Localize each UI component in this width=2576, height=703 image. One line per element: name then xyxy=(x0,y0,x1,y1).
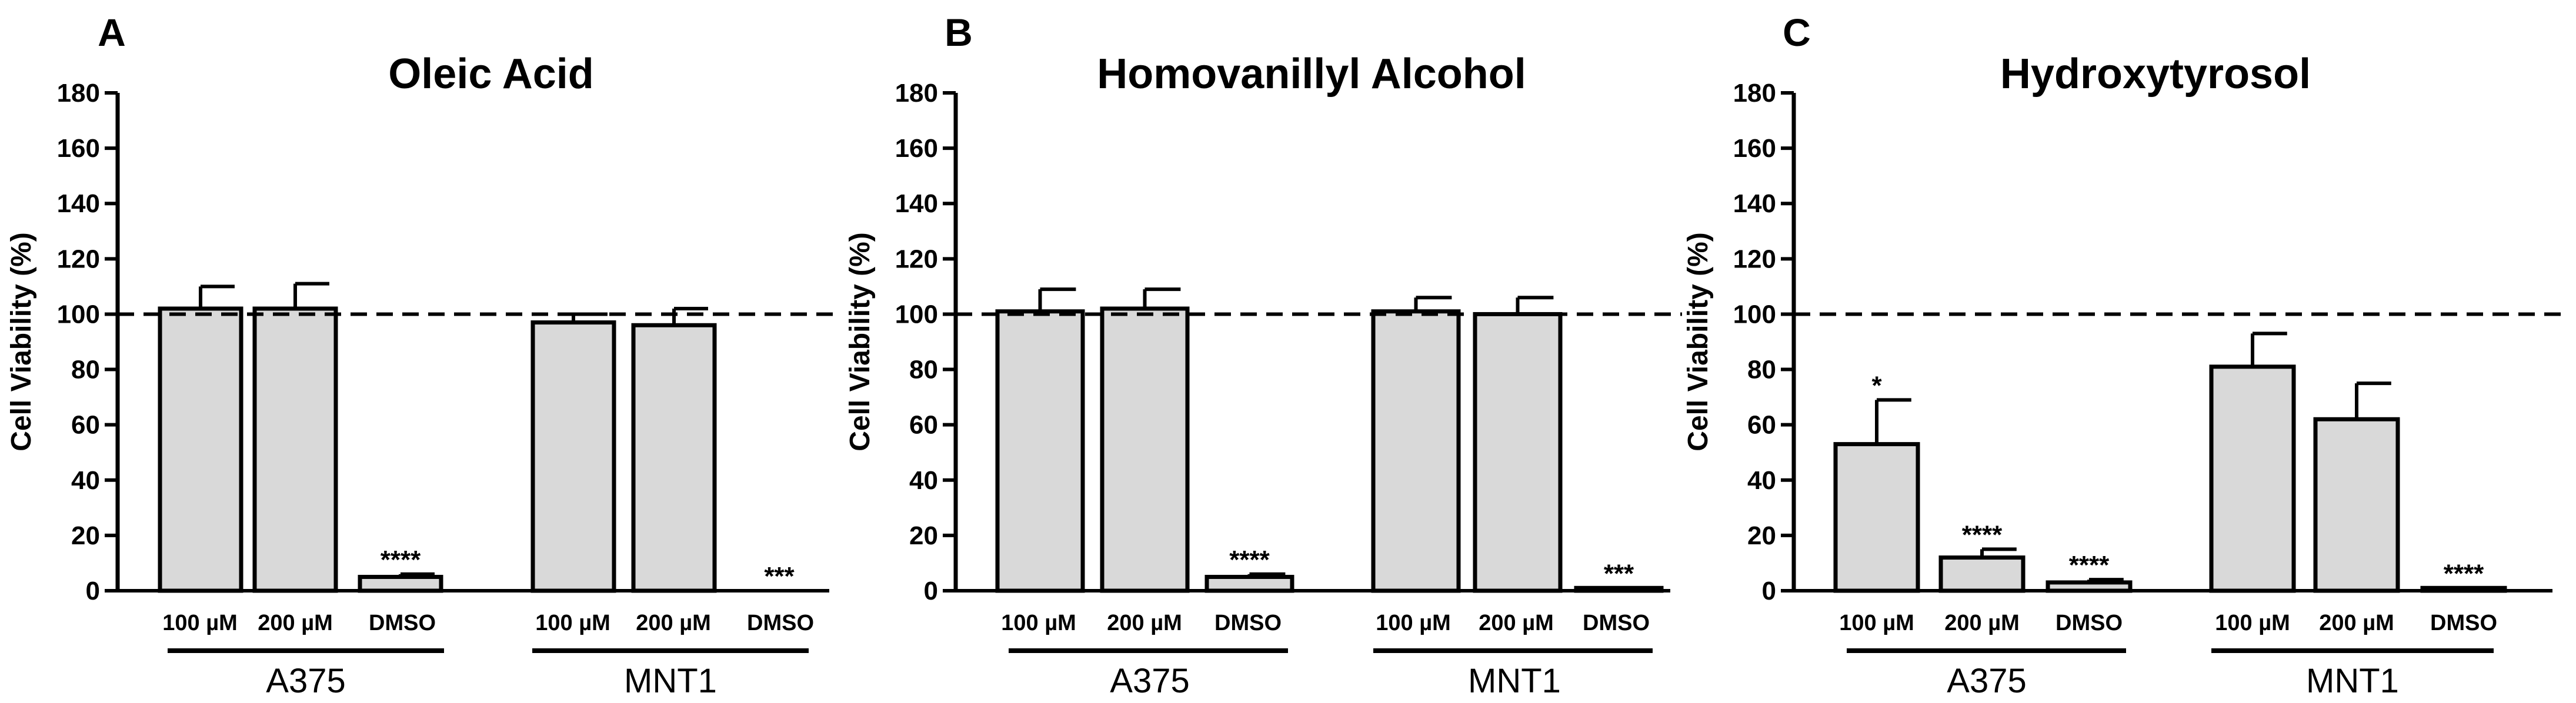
category-label: 200 µM xyxy=(258,611,333,635)
chart-title: Hydroxytyrosol xyxy=(2000,51,2311,98)
category-label: 200 µM xyxy=(636,611,711,635)
y-tick-label: 20 xyxy=(1747,521,1776,550)
y-tick-label: 60 xyxy=(909,411,938,440)
significance-label: *** xyxy=(764,562,795,591)
y-tick-label: 100 xyxy=(895,300,938,329)
bar xyxy=(1833,442,1920,593)
y-tick-label: 100 xyxy=(57,300,100,329)
bar xyxy=(1938,555,2026,593)
bar xyxy=(1574,585,1664,593)
chart-title: Homovanillyl Alcohol xyxy=(1097,51,1526,98)
y-axis-label: Cell Viability (%) xyxy=(845,232,876,451)
category-label: 200 µM xyxy=(1479,611,1554,635)
y-tick-label: 40 xyxy=(909,466,938,495)
y-tick-label: 180 xyxy=(895,79,938,108)
category-label: 200 µM xyxy=(2319,611,2394,635)
category-label: 100 µM xyxy=(535,611,610,635)
group-label: MNT1 xyxy=(624,662,717,700)
y-tick-label: 120 xyxy=(57,245,100,273)
bar xyxy=(158,306,243,593)
y-tick-label: 80 xyxy=(71,356,100,384)
y-tick-label: 20 xyxy=(909,521,938,550)
category-label: DMSO xyxy=(1583,611,1650,635)
bar xyxy=(530,320,616,593)
y-tick-label: 60 xyxy=(71,411,100,440)
group-label: A375 xyxy=(1947,662,2026,700)
category-label: 100 µM xyxy=(1376,611,1451,635)
bar xyxy=(1100,306,1190,593)
y-tick-label: 40 xyxy=(71,466,100,495)
y-tick-label: 140 xyxy=(1733,189,1776,218)
bar xyxy=(1473,312,1563,593)
chart-title: Oleic Acid xyxy=(388,51,593,98)
group-label: MNT1 xyxy=(1468,662,1561,700)
bar xyxy=(1371,309,1461,593)
significance-label: **** xyxy=(2444,559,2484,588)
y-tick-label: 160 xyxy=(1733,134,1776,163)
category-label: DMSO xyxy=(1214,611,1282,635)
y-tick-label: 160 xyxy=(895,134,938,163)
bar xyxy=(252,306,338,593)
y-tick-label: 120 xyxy=(1733,245,1776,273)
panel-letter: C xyxy=(1783,11,1811,54)
chart-panel-c: C Hydroxytyrosol Cell Viability (%) 0 20 40 60… xyxy=(1683,11,2564,700)
category-label: 100 µM xyxy=(2215,611,2290,635)
significance-label: *** xyxy=(1604,559,1634,588)
y-tick-label: 100 xyxy=(1733,300,1776,329)
category-label: DMSO xyxy=(2430,611,2497,635)
y-tick-label: 0 xyxy=(86,577,100,605)
bar xyxy=(2209,364,2296,593)
bar xyxy=(358,574,443,593)
y-tick-label: 140 xyxy=(57,189,100,218)
y-tick-label: 40 xyxy=(1747,466,1776,495)
panel-letter: B xyxy=(945,11,973,54)
y-tick-label: 160 xyxy=(57,134,100,163)
y-axis-label: Cell Viability (%) xyxy=(6,232,37,451)
category-label: DMSO xyxy=(2056,611,2123,635)
bar xyxy=(2313,417,2400,593)
bar xyxy=(631,323,717,593)
y-tick-label: 60 xyxy=(1747,411,1776,440)
bar xyxy=(1204,574,1294,593)
significance-label: **** xyxy=(1962,520,2003,549)
significance-label: **** xyxy=(381,545,421,574)
group-label: A375 xyxy=(266,662,345,700)
bar xyxy=(995,309,1085,593)
panel-letter: A xyxy=(98,11,126,54)
y-tick-label: 180 xyxy=(57,79,100,108)
y-tick-label: 120 xyxy=(895,245,938,273)
y-tick-label: 80 xyxy=(1747,356,1776,384)
category-label: 100 µM xyxy=(1839,611,1914,635)
category-label: 200 µM xyxy=(1107,611,1182,635)
significance-label: **** xyxy=(1229,545,1270,574)
category-label: DMSO xyxy=(369,611,436,635)
group-label: A375 xyxy=(1110,662,1189,700)
significance-label: **** xyxy=(2069,551,2110,580)
y-tick-label: 180 xyxy=(1733,79,1776,108)
group-label: MNT1 xyxy=(2306,662,2399,700)
chart-panel-b: B Homovanillyl Alcohol Cell Viability (%) 0… xyxy=(845,11,1682,700)
significance-label: * xyxy=(1871,371,1882,400)
y-axis-label: Cell Viability (%) xyxy=(1683,232,1714,451)
chart-panel-a: A Oleic Acid Cell Viability (%) 0 20 40 60 80 10… xyxy=(6,11,841,700)
y-tick-label: 0 xyxy=(1762,577,1776,605)
category-label: 200 µM xyxy=(1944,611,2020,635)
bar xyxy=(2046,580,2133,593)
y-tick-label: 80 xyxy=(909,356,938,384)
bar xyxy=(2420,585,2507,593)
category-label: 100 µM xyxy=(162,611,238,635)
y-tick-label: 0 xyxy=(924,577,938,605)
y-tick-label: 140 xyxy=(895,189,938,218)
category-label: DMSO xyxy=(747,611,814,635)
category-label: 100 µM xyxy=(1001,611,1076,635)
y-tick-label: 20 xyxy=(71,521,100,550)
